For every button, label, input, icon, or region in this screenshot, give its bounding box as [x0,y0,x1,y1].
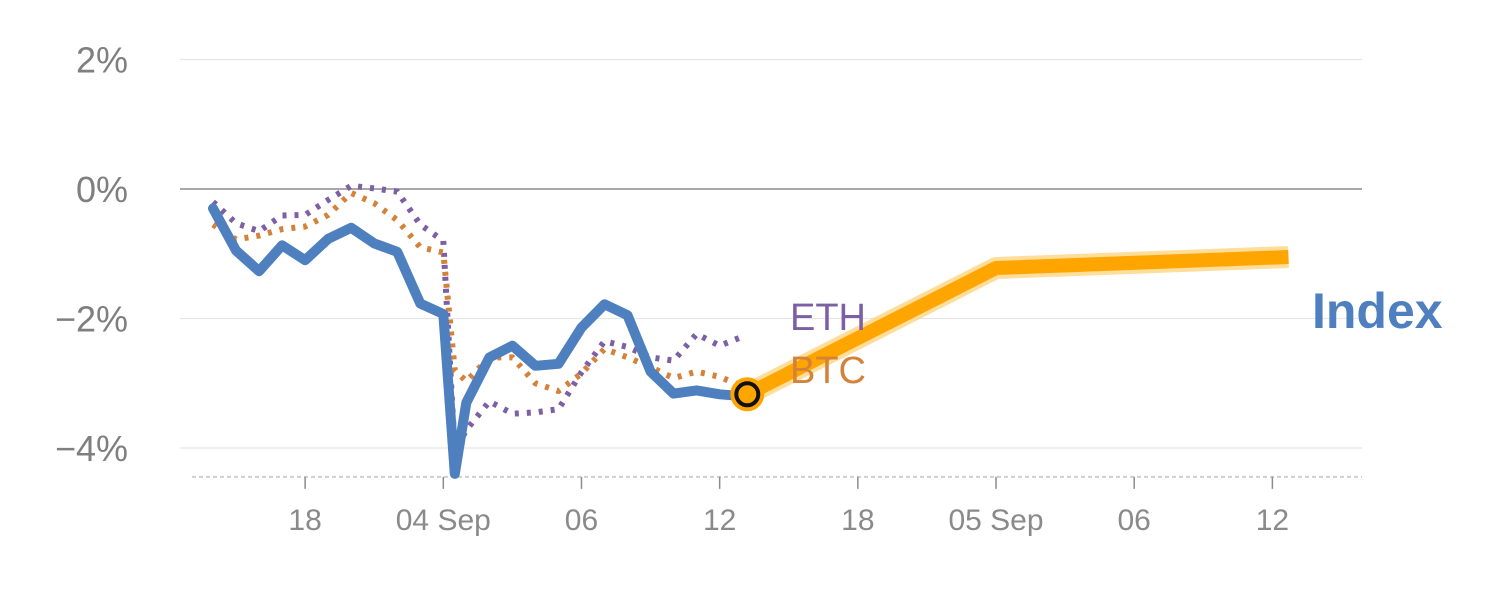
series-line-index [208,203,748,479]
x-tick-label: 06 [565,504,598,537]
x-tick-label: 05 Sep [948,504,1043,537]
series-label-index: Index [1312,283,1443,339]
x-tick-label: 18 [288,504,321,537]
x-tick-label: 12 [1256,504,1289,537]
series-lines [208,182,1289,479]
x-tick-label: 18 [841,504,874,537]
forecast-line [744,250,1289,401]
y-tick-label: 2% [76,40,128,81]
x-tick-label: 06 [1118,504,1151,537]
series-line-btc [211,189,744,394]
gridlines [180,58,1362,449]
x-tick-label: 12 [703,504,736,537]
y-tick-label: −4% [55,428,128,469]
series-label-btc: BTC [790,350,866,392]
markers [730,377,765,412]
x-tick-label: 04 Sep [396,504,491,537]
axes: 2% 0% −2% −4% 18 04 Sep 06 12 18 05 Sep 06 12 [55,40,1362,537]
current-point-marker [734,381,761,408]
y-tick-label: 0% [76,169,128,210]
labels: ETH BTC Index [790,283,1443,392]
y-tick-label: −2% [55,299,128,340]
series-label-eth: ETH [790,297,866,339]
